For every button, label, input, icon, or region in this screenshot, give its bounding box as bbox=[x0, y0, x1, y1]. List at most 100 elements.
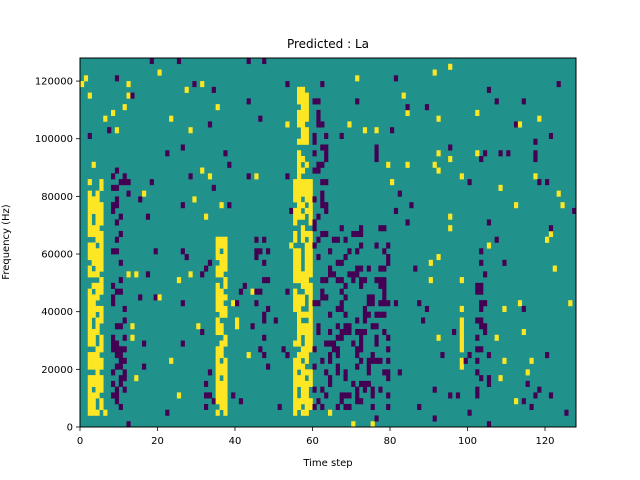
heatmap-cell bbox=[95, 346, 100, 353]
heatmap-cell bbox=[99, 386, 104, 393]
heatmap-cell bbox=[103, 409, 108, 416]
heatmap-cell bbox=[324, 132, 329, 140]
plot-frame bbox=[79, 57, 577, 428]
heatmap-cell bbox=[215, 369, 220, 376]
heatmap-cell bbox=[320, 294, 325, 301]
heatmap-cell bbox=[316, 236, 321, 243]
heatmap-cell bbox=[355, 271, 360, 278]
heatmap-cell bbox=[436, 167, 441, 174]
heatmap-cell bbox=[479, 248, 484, 255]
heatmap-cell bbox=[362, 311, 368, 318]
heatmap-cell bbox=[533, 138, 538, 145]
heatmap-cell bbox=[304, 127, 309, 134]
heatmap-cell bbox=[219, 311, 224, 318]
heatmap-cell bbox=[355, 75, 360, 82]
heatmap-cell bbox=[219, 398, 224, 405]
heatmap-cell bbox=[215, 282, 220, 289]
heatmap-cell bbox=[308, 323, 313, 330]
chart-title: Predicted : La bbox=[287, 37, 369, 51]
heatmap-cell bbox=[266, 277, 271, 284]
heatmap-cell bbox=[293, 184, 298, 191]
heatmap-cell bbox=[87, 207, 92, 214]
heatmap-cell bbox=[304, 242, 309, 249]
heatmap-cell bbox=[467, 409, 472, 416]
heatmap-cell bbox=[374, 127, 379, 134]
heatmap-cell bbox=[126, 81, 131, 88]
heatmap-cell bbox=[304, 288, 309, 295]
heatmap-cell bbox=[386, 346, 391, 353]
heatmap-cell bbox=[111, 207, 116, 214]
heatmap-cell bbox=[300, 363, 306, 370]
heatmap-cell bbox=[169, 115, 174, 122]
heatmap-cell bbox=[99, 363, 104, 370]
heatmap-cell bbox=[308, 190, 313, 197]
heatmap-cell bbox=[254, 288, 259, 295]
heatmap-cell bbox=[498, 150, 503, 157]
heatmap-cell bbox=[521, 328, 526, 336]
heatmap-cell bbox=[95, 317, 100, 324]
heatmap-cell bbox=[304, 352, 309, 359]
heatmap-cell bbox=[118, 213, 123, 220]
heatmap-cell bbox=[475, 369, 480, 376]
heatmap-cell bbox=[355, 230, 360, 238]
heatmap-cell bbox=[83, 75, 89, 82]
heatmap-cell bbox=[293, 190, 298, 197]
heatmap-cell bbox=[91, 305, 96, 312]
heatmap-cell bbox=[324, 277, 329, 284]
heatmap-cell bbox=[347, 121, 352, 128]
heatmap-cell bbox=[312, 386, 317, 393]
heatmap-cell bbox=[200, 328, 205, 336]
heatmap-cell bbox=[514, 202, 519, 209]
heatmap-cell bbox=[359, 328, 364, 336]
heatmap-cell bbox=[262, 311, 267, 318]
heatmap-cell bbox=[300, 271, 306, 278]
heatmap-cell bbox=[289, 207, 294, 214]
heatmap-cell bbox=[114, 248, 120, 255]
heatmap-cell bbox=[393, 75, 399, 82]
heatmap-cell bbox=[180, 144, 185, 151]
heatmap-cell bbox=[95, 225, 100, 232]
heatmap-cell bbox=[304, 115, 309, 122]
heatmap-cell bbox=[308, 236, 313, 243]
heatmap-cell bbox=[99, 398, 104, 405]
heatmap-background bbox=[80, 58, 576, 427]
heatmap-cell bbox=[180, 340, 185, 347]
heatmap-cell bbox=[397, 190, 402, 197]
heatmap-cell bbox=[87, 311, 92, 318]
heatmap-cell bbox=[215, 288, 220, 295]
heatmap-cell bbox=[339, 288, 344, 295]
heatmap-cell bbox=[126, 190, 131, 197]
heatmap-cell bbox=[254, 173, 259, 180]
heatmap-cell bbox=[355, 346, 360, 353]
heatmap-cell bbox=[370, 392, 375, 399]
heatmap-cell bbox=[300, 369, 306, 376]
heatmap-cell bbox=[114, 219, 120, 226]
heatmap-cell bbox=[223, 265, 228, 272]
heatmap-cell bbox=[417, 300, 422, 307]
heatmap-cell bbox=[165, 150, 170, 157]
heatmap-cell bbox=[293, 230, 298, 238]
heatmap-cell bbox=[215, 248, 220, 255]
heatmap-cell bbox=[122, 305, 127, 312]
heatmap-cell bbox=[130, 334, 135, 341]
heatmap-cell bbox=[502, 305, 507, 312]
heatmap-cell bbox=[180, 202, 185, 209]
heatmap-cell bbox=[537, 179, 542, 186]
heatmap-cell bbox=[304, 179, 309, 186]
heatmap-cell bbox=[343, 311, 348, 318]
heatmap-cell bbox=[355, 248, 360, 255]
heatmap-cell bbox=[328, 409, 333, 416]
heatmap-cell bbox=[211, 86, 216, 93]
heatmap-cell bbox=[320, 386, 325, 393]
heatmap-cell bbox=[486, 375, 492, 382]
heatmap-cell bbox=[266, 305, 271, 312]
heatmap-cell bbox=[87, 271, 92, 278]
heatmap-cell bbox=[366, 380, 371, 387]
heatmap-cell bbox=[382, 248, 387, 255]
heatmap-cell bbox=[297, 156, 302, 163]
heatmap-cell bbox=[304, 369, 309, 376]
heatmap-cell bbox=[188, 173, 193, 180]
x-tick-label: 80 bbox=[384, 436, 397, 447]
heatmap-cell bbox=[91, 375, 96, 382]
heatmap-cell bbox=[405, 219, 410, 226]
